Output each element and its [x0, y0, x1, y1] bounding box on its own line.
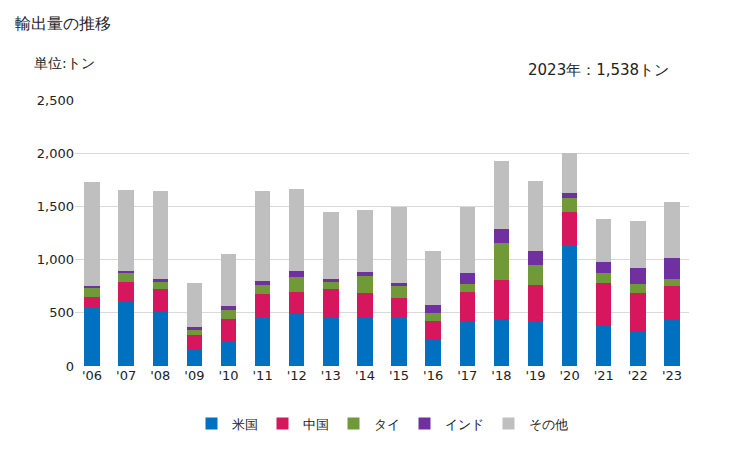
svg-text:1,500: 1,500: [37, 199, 74, 214]
svg-text:中国: 中国: [303, 417, 329, 432]
svg-text:'06: '06: [82, 368, 102, 383]
svg-text:'17: '17: [457, 368, 477, 383]
svg-text:'12: '12: [287, 368, 307, 383]
svg-text:'18: '18: [491, 368, 511, 383]
svg-text:'10: '10: [218, 368, 238, 383]
svg-text:'14: '14: [355, 368, 375, 383]
svg-text:その他: その他: [529, 417, 568, 432]
svg-text:'23: '23: [662, 368, 682, 383]
svg-text:0: 0: [66, 359, 74, 374]
svg-text:輸出量の推移: 輸出量の推移: [15, 14, 111, 33]
svg-text:'11: '11: [253, 368, 273, 383]
svg-text:'16: '16: [423, 368, 443, 383]
svg-text:2,500: 2,500: [37, 93, 74, 108]
svg-text:'07: '07: [116, 368, 136, 383]
svg-text:'15: '15: [389, 368, 409, 383]
svg-text:'20: '20: [560, 368, 580, 383]
svg-text:'13: '13: [321, 368, 341, 383]
svg-text:2,000: 2,000: [37, 146, 74, 161]
svg-text:'22: '22: [628, 368, 648, 383]
svg-text:'21: '21: [594, 368, 614, 383]
svg-text:'19: '19: [525, 368, 545, 383]
svg-text:タイ: タイ: [374, 417, 400, 432]
svg-text:米国: 米国: [232, 417, 258, 432]
svg-text:単位:トン: 単位:トン: [34, 55, 95, 71]
svg-text:インド: インド: [445, 417, 484, 432]
svg-text:500: 500: [49, 305, 74, 320]
svg-text:'08: '08: [150, 368, 170, 383]
svg-text:2023年：1,538トン: 2023年：1,538トン: [528, 61, 669, 79]
svg-text:1,000: 1,000: [37, 252, 74, 267]
svg-text:'09: '09: [184, 368, 204, 383]
